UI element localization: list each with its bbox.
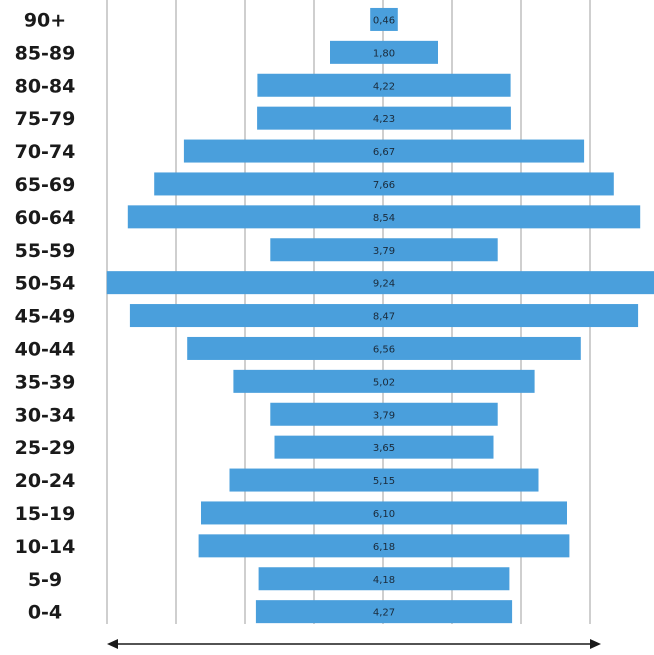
value-label: 7,66 bbox=[373, 180, 395, 191]
category-label: 35-39 bbox=[15, 371, 76, 393]
category-labels: 90+ 85-89 80-84 75-79 70-74 65-69 60-64 55-59 50… bbox=[15, 9, 76, 623]
value-label: 8,47 bbox=[373, 312, 395, 323]
category-label: 20-24 bbox=[15, 470, 76, 492]
value-label: 3,79 bbox=[373, 410, 395, 421]
value-label: 4,22 bbox=[373, 81, 395, 92]
value-label: 6,67 bbox=[373, 147, 395, 158]
category-label: 0-4 bbox=[28, 602, 62, 624]
category-label: 25-29 bbox=[15, 437, 76, 459]
category-label: 55-59 bbox=[15, 240, 76, 262]
value-label: 4,27 bbox=[373, 608, 395, 619]
bar-85-89 bbox=[330, 40, 438, 64]
bar-80-84 bbox=[257, 73, 511, 97]
bar-60-64 bbox=[127, 205, 641, 229]
value-label: 4,23 bbox=[373, 114, 395, 125]
category-label: 30-34 bbox=[15, 404, 76, 426]
arrow-left-head bbox=[107, 639, 118, 649]
value-label: 4,18 bbox=[373, 575, 395, 586]
value-label: 9,24 bbox=[373, 279, 395, 290]
bar-75-79 bbox=[257, 106, 511, 130]
bar-90+ bbox=[370, 7, 398, 31]
category-label: 15-19 bbox=[15, 503, 76, 525]
bar-5-9 bbox=[258, 567, 510, 591]
value-label: 3,79 bbox=[373, 246, 395, 257]
axis-arrow bbox=[107, 639, 601, 649]
category-label: 10-14 bbox=[15, 536, 76, 558]
bar-30-34 bbox=[270, 402, 498, 426]
category-label: 45-49 bbox=[15, 306, 76, 328]
value-label: 1,80 bbox=[373, 48, 395, 59]
category-label: 75-79 bbox=[15, 108, 76, 130]
bar-20-24 bbox=[229, 468, 539, 492]
arrow-right-head bbox=[590, 639, 601, 649]
category-label: 85-89 bbox=[15, 42, 76, 64]
category-label: 80-84 bbox=[15, 75, 76, 97]
bars bbox=[106, 7, 654, 624]
category-label: 90+ bbox=[24, 9, 66, 31]
bar-0-4 bbox=[255, 600, 513, 624]
value-label: 6,18 bbox=[373, 542, 395, 553]
value-label: 6,56 bbox=[373, 344, 395, 355]
value-label: 5,15 bbox=[373, 476, 395, 487]
value-label: 5,02 bbox=[373, 377, 395, 388]
bar-15-19 bbox=[201, 501, 567, 525]
bar-70-74 bbox=[183, 139, 585, 163]
value-label: 0,46 bbox=[373, 15, 395, 26]
value-label: 6,10 bbox=[373, 509, 395, 520]
bar-55-59 bbox=[270, 238, 498, 262]
category-label: 60-64 bbox=[15, 207, 76, 229]
bar-45-49 bbox=[129, 304, 639, 328]
bar-65-69 bbox=[154, 172, 614, 196]
category-label: 5-9 bbox=[28, 569, 62, 591]
category-label: 70-74 bbox=[15, 141, 76, 163]
bar-40-44 bbox=[187, 336, 581, 360]
bar-50-54 bbox=[106, 271, 654, 295]
value-label: 8,54 bbox=[373, 213, 395, 224]
category-label: 65-69 bbox=[15, 174, 76, 196]
bar-10-14 bbox=[198, 534, 570, 558]
category-label: 50-54 bbox=[15, 273, 76, 295]
bar-25-29 bbox=[274, 435, 494, 459]
bar-35-39 bbox=[233, 369, 535, 393]
value-label: 3,65 bbox=[373, 443, 395, 454]
value-labels: 0,46 1,80 4,22 4,23 6,67 7,66 8,54 3,79 9,24 8,47… bbox=[373, 15, 395, 618]
category-label: 40-44 bbox=[15, 338, 76, 360]
